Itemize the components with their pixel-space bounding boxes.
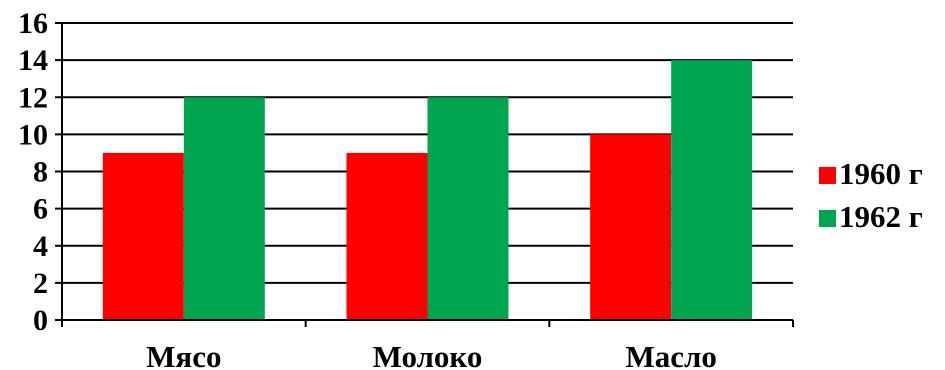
y-tick-label-10: 10 [18, 118, 48, 151]
y-tick-label-12: 12 [18, 81, 48, 114]
y-tick-label-16: 16 [18, 7, 48, 40]
x-category-labels: Мясо Молоко Масло [146, 339, 717, 370]
x-category-label-0: Мясо [146, 339, 221, 370]
legend-swatch-1 [819, 210, 836, 227]
x-category-label-2: Масло [625, 339, 716, 370]
legend: 1960 г 1962 г [819, 156, 923, 234]
bar-1-1 [427, 97, 509, 320]
y-tick-label-0: 0 [33, 304, 48, 337]
bar-0-0 [102, 152, 184, 320]
bar-2-0 [590, 134, 672, 320]
y-tick-label-2: 2 [33, 267, 48, 300]
x-category-label-1: Молоко [373, 339, 483, 370]
bar-1-0 [346, 152, 428, 320]
bar-0-1 [183, 97, 265, 320]
y-tick-label-4: 4 [33, 230, 48, 263]
y-tick-labels: 0 2 4 6 8 10 12 14 16 [18, 7, 48, 337]
bar-2-1 [671, 60, 753, 320]
legend-label-1: 1962 г [839, 199, 923, 234]
bars [102, 60, 753, 320]
y-tick-label-14: 14 [18, 44, 48, 77]
legend-label-0: 1960 г [839, 156, 923, 191]
y-tick-label-8: 8 [33, 156, 48, 189]
axes [55, 22, 794, 327]
y-tick-label-6: 6 [33, 193, 48, 226]
legend-swatch-0 [819, 167, 836, 184]
